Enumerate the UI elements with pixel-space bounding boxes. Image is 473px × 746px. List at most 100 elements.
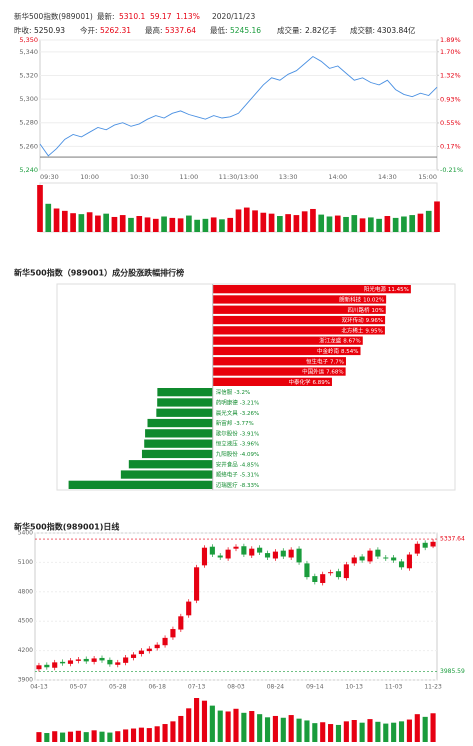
volume-bar [277,216,283,232]
candle-body [257,547,263,553]
candle-body [414,543,420,554]
volume-bar [434,201,440,232]
volume-bar [170,721,176,742]
value-label: 8.54% [341,348,358,354]
candle-body [304,563,310,578]
y2-tick-label: 1.32% [440,71,461,79]
field-label: 成交额: [350,25,375,35]
volume-bar [53,208,60,232]
volume-bar [217,710,223,742]
category-name: 歌尔股份 [216,429,239,437]
volume-bar [243,207,250,232]
volume-bar [359,218,366,232]
bar [212,367,346,376]
bar [212,295,387,304]
max-label: 5337.64 [440,536,465,543]
candle-body [249,548,255,556]
candle-body [209,546,215,555]
volume-bar [209,705,215,742]
volume-bar [406,719,412,742]
volume-bar [422,716,428,742]
volume-bar [376,218,382,232]
bar-label: 歌尔股份 -3.91% [216,429,259,437]
value-label: 8.67% [343,338,360,344]
category-name: 浙江龙盛 [319,336,342,344]
candle-body [328,572,334,574]
candle-body [430,541,436,547]
candle-body [280,550,286,557]
volume-bar [304,720,310,742]
y-tick-label: 5,350 [19,36,38,44]
bar [147,418,213,428]
field-label: 成交量: [277,25,302,35]
bar [212,357,346,366]
bar-label: 新宙邦 -3.77% [216,419,254,427]
candle-body [351,557,357,564]
candle-body [422,542,428,548]
candle-body [335,571,342,578]
candle-body [162,637,168,646]
volume-bar [75,730,81,742]
volume-bar [201,700,208,742]
category-name: 顺络电子 [216,470,239,478]
volume-bar [235,209,242,232]
volume-bar [162,724,168,742]
volume-bar [99,731,105,742]
volume-bar [310,208,316,232]
candle-body [391,557,397,561]
category-name: 中泰化学 [288,377,311,385]
value-label: -8.33% [240,482,259,488]
bar-label: 浙江龙盛 8.67% [319,336,361,344]
change-value: 59.17 [150,12,172,21]
x-tick-label: 04-13 [30,684,48,691]
candle-body [288,549,294,558]
candle-body [36,665,42,670]
volume-bar [130,728,137,742]
candle-body [296,548,302,563]
volume-bar [320,722,326,742]
volume-bar [318,214,325,232]
volume-bar [123,729,129,742]
volume-bar [312,723,318,742]
bar [145,429,213,438]
y-tick-label: 5,300 [19,95,38,103]
volume-bar [351,215,358,232]
bar-label: 中国外运 7.68% [302,367,344,375]
candle-body [178,616,184,630]
y-tick-label: 4800 [18,588,33,595]
latest-label: 最新: [97,11,115,21]
volume-bar [252,210,258,232]
volume-bar [78,214,85,232]
bar-label: 恒生电子 7.7% [306,357,344,365]
volume-bar [335,724,342,742]
value-label: 9.95% [365,328,382,334]
candle-body [233,546,239,549]
value-label: -3.26% [240,410,259,416]
candle-body [75,659,81,661]
y2-tick-label: 0.55% [440,119,461,127]
category-name: 安井食品 [216,460,239,468]
volume-bar [409,215,416,232]
value-label: -4.85% [240,462,259,468]
y-tick-label: 5,320 [19,71,38,79]
value-label: 11.45% [388,287,409,293]
candle-body [52,662,58,668]
volume-bar [44,733,50,742]
volume-bar [268,213,275,232]
value-label: -3.91% [240,431,259,437]
bar [156,408,213,417]
chart-title: 新华500指数(989001)日线 [14,522,119,532]
volume-bar [233,708,239,742]
field-value: 4303.84亿 [377,25,416,35]
volume-bar [154,726,160,742]
x-tick-label: 10:30 [130,173,149,181]
index-name: 新华500指数(989001) [14,11,93,21]
value-label: 6.89% [312,379,329,385]
x-tick-label: 05-28 [109,684,127,691]
value-label: -5.31% [240,472,259,478]
volume-bar [119,215,126,232]
volume-bar [383,723,389,742]
volume-bar [375,721,381,742]
value-label: -3.77% [234,421,253,427]
bar [212,336,363,345]
